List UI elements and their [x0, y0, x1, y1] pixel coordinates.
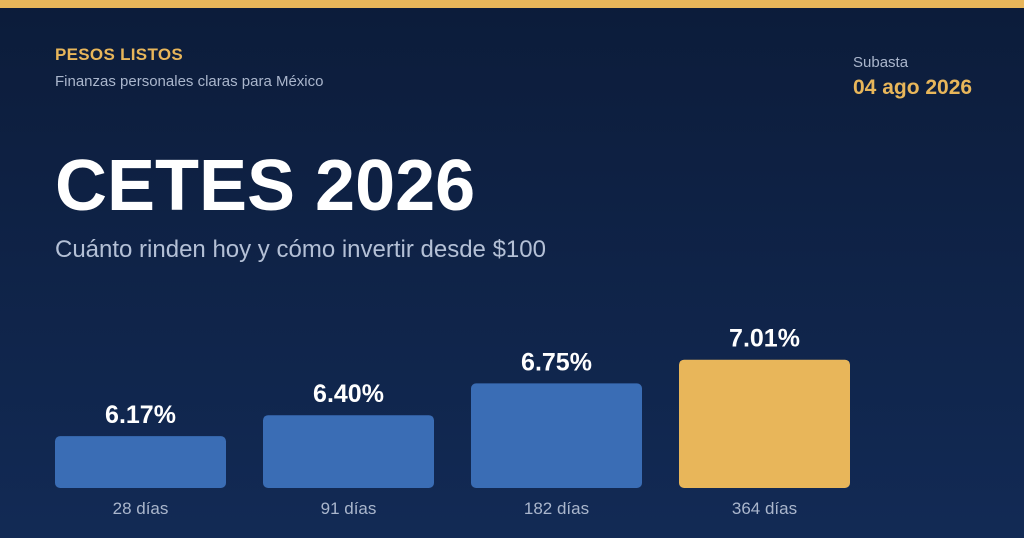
brand-name: PESOS LISTOS: [55, 45, 183, 64]
auction-label: Subasta: [853, 54, 909, 71]
page-subtitle: Cuánto rinden hoy y cómo invertir desde …: [55, 236, 546, 263]
auction-date: 04 ago 2026: [853, 76, 973, 99]
bar-1: [263, 415, 434, 488]
bar-value-label: 6.40%: [313, 380, 384, 408]
bar-value-label: 6.75%: [521, 348, 592, 376]
bar-category-label: 364 días: [732, 499, 797, 518]
bar-value-label: 6.17%: [105, 401, 176, 429]
bar-category-label: 28 días: [113, 499, 169, 518]
bar-0: [55, 436, 226, 488]
page-title: CETES 2026: [55, 146, 476, 226]
bar-2: [471, 383, 642, 488]
brand-tagline: Finanzas personales claras para México: [55, 73, 324, 90]
top-accent-bar: [0, 0, 1024, 8]
bar-value-label: 7.01%: [729, 325, 800, 353]
bar-3: [679, 359, 850, 488]
bar-category-label: 182 días: [524, 499, 589, 518]
bar-category-label: 91 días: [321, 499, 377, 518]
